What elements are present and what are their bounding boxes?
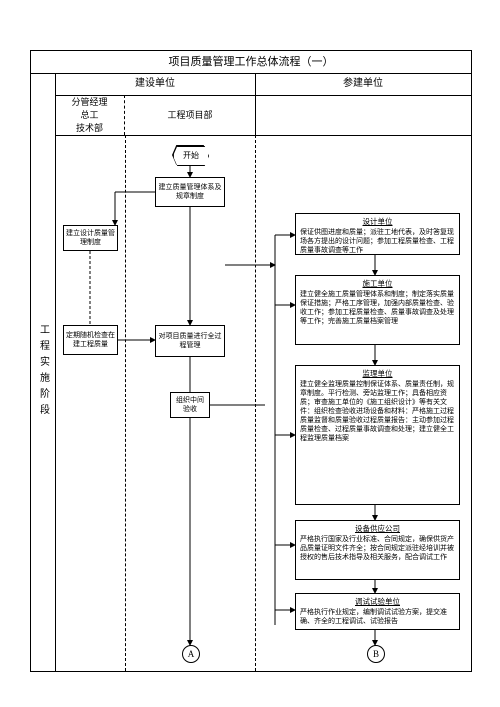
r4-title: 设备供应公司 xyxy=(300,524,455,533)
col-project-dept: 工程项目部 xyxy=(125,95,256,135)
start-node: 开始 xyxy=(173,146,209,166)
box-r5: 调试试验单位 严格执行作业规定，编制调试试验方案，提交准确、齐全的工程调试、试验… xyxy=(295,593,460,630)
r4-text: 严格执行国家及行业标准、合同规定，确保供货产品质量证明文件齐全；按合同规定派驻经… xyxy=(300,535,454,561)
header-row-3: 分管经理 总工 技术部 工程项目部 xyxy=(55,95,255,136)
box-b4: 对项目质量进行全过程管理 xyxy=(155,325,225,357)
col-divider-2 xyxy=(255,135,256,671)
col-sub-manager: 分管经理 总工 技术部 xyxy=(55,95,125,135)
col-participant-unit: 参建单位 xyxy=(255,73,471,95)
diagram-title: 项目质量管理工作总体流程（一） xyxy=(31,51,471,74)
r1-title: 设计单位 xyxy=(300,217,455,226)
connector-a: A xyxy=(182,645,200,663)
outer-frame: 项目质量管理工作总体流程（一） 工程实施阶段 建设单位 参建单位 分管经理 总工… xyxy=(30,50,472,672)
r3-title: 监理单位 xyxy=(300,369,455,378)
box-b1: 建立质量管理体系及规章制度 xyxy=(155,177,225,207)
connector-b: B xyxy=(367,645,385,663)
box-b2: 建立设计质量管理制度 xyxy=(63,225,118,251)
col-build-unit: 建设单位 xyxy=(55,73,256,95)
box-r1: 设计单位 保证供图进度和质量；派驻工地代表，及时答复现场各方提出的设计问题；参加… xyxy=(295,213,460,255)
r3-text: 建立健全监理质量控制保证体系、质量责任制，规章制度。平行检测、旁站监理工作；具备… xyxy=(300,380,454,442)
r2-text: 建立健全施工质量管理体系和制度；制定落实质量保证措施；严格工序管理，加强内部质量… xyxy=(300,290,454,325)
flow-body: 开始 建立质量管理体系及规章制度 建立设计质量管理制度 定期随机检查在建工程质量… xyxy=(55,135,471,671)
box-b5: 组织中间验收 xyxy=(170,392,210,418)
col-divider-1 xyxy=(125,135,126,671)
header-row-3-right xyxy=(255,95,471,136)
page: 项目质量管理工作总体流程（一） 工程实施阶段 建设单位 参建单位 分管经理 总工… xyxy=(0,0,500,707)
r5-title: 调试试验单位 xyxy=(300,597,455,606)
box-r3: 监理单位 建立健全监理质量控制保证体系、质量责任制，规章制度。平行检测、旁站监理… xyxy=(295,365,460,505)
box-r4: 设备供应公司 严格执行国家及行业标准、合同规定，确保供货产品质量证明文件齐全；按… xyxy=(295,520,460,580)
r2-title: 施工单位 xyxy=(300,279,455,288)
phase-label: 工程实施阶段 xyxy=(31,73,55,671)
r1-text: 保证供图进度和质量；派驻工地代表，及时答复现场各方提出的设计问题；参加工程质量检… xyxy=(300,228,454,254)
box-b3: 定期随机检查在建工程质量 xyxy=(63,325,118,355)
r5-text: 严格执行作业规定，编制调试试验方案，提交准确、齐全的工程调试、试验报告 xyxy=(300,608,447,625)
box-r2: 施工单位 建立健全施工质量管理体系和制度；制定落实质量保证措施；严格工序管理，加… xyxy=(295,275,460,345)
header-row-2: 建设单位 参建单位 xyxy=(55,73,471,96)
